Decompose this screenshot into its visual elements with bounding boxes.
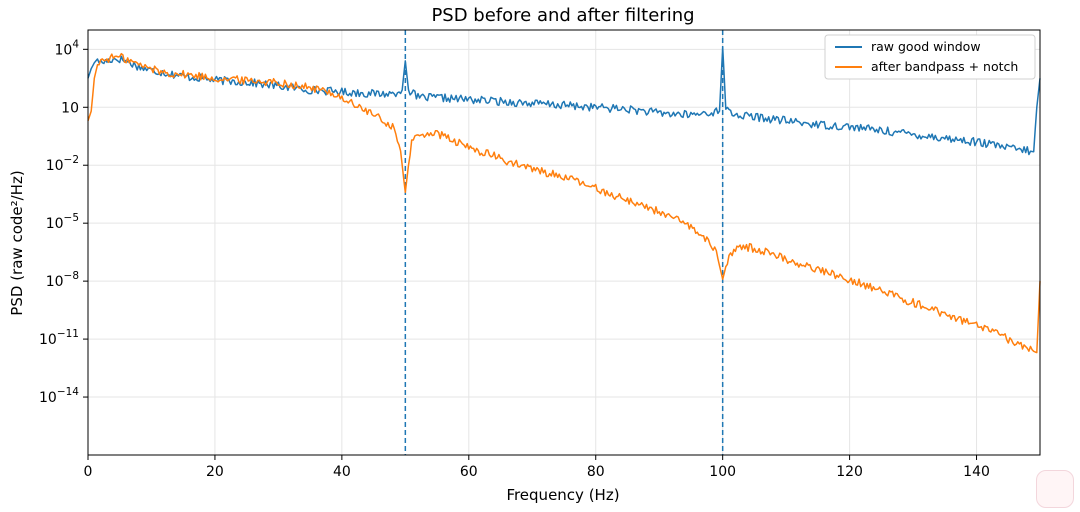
- grid-layer: [87, 30, 1040, 455]
- y-tick-label: 10−8: [46, 270, 79, 290]
- y-tick-label: 10−5: [46, 212, 79, 232]
- legend-label-raw: raw good window: [871, 39, 981, 54]
- series-line-1: [87, 52, 1041, 354]
- x-tick-label: 100: [709, 464, 736, 480]
- y-tick-label: 10−2: [46, 154, 79, 174]
- chart-title: PSD before and after filtering: [431, 5, 694, 26]
- y-tick-label: 10−11: [39, 328, 79, 348]
- y-tick-label: 104: [54, 38, 79, 58]
- app-badge-icon[interactable]: [1036, 470, 1074, 508]
- y-tick-label: 10−14: [39, 386, 79, 406]
- plot-frame: [87, 29, 1041, 456]
- x-ticks: 0 20 40 60 80 100 120 140: [84, 455, 990, 480]
- x-tick-label: 140: [963, 464, 990, 480]
- y-axis-label: PSD (raw code²/Hz): [8, 170, 26, 315]
- x-axis-label: Frequency (Hz): [506, 486, 619, 504]
- x-tick-label: 120: [836, 464, 863, 480]
- x-tick-label: 0: [84, 464, 93, 480]
- legend-box: [824, 34, 1036, 80]
- x-tick-label: 60: [460, 464, 478, 480]
- series-line-0: [87, 46, 1041, 156]
- y-ticks: 104 10 10−2 10−5 10−8 10−11 10−14: [39, 38, 88, 406]
- series-layer: [87, 46, 1041, 354]
- x-tick-label: 40: [333, 464, 351, 480]
- x-tick-label: 20: [206, 464, 224, 480]
- y-tick-label: 10: [61, 100, 79, 116]
- x-tick-label: 80: [587, 464, 605, 480]
- legend-label-filtered: after bandpass + notch: [871, 59, 1018, 74]
- legend: raw good window after bandpass + notch: [824, 34, 1036, 80]
- vline-layer: [404, 30, 724, 455]
